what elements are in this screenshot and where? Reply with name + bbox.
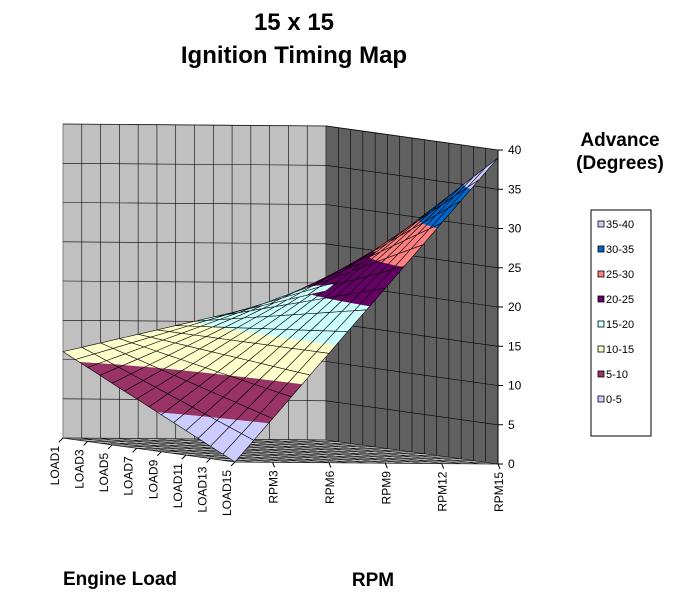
- z-axis-title-line-1: Advance: [580, 130, 659, 151]
- rpm-axis-tick: [497, 463, 501, 470]
- load-axis-tick: [156, 451, 162, 457]
- z-axis-tick-label: 25: [508, 261, 522, 275]
- load-axis-tick-label: LOAD15: [220, 470, 234, 516]
- load-axis-tick-label: LOAD3: [73, 449, 87, 489]
- legend-label: 15-20: [606, 319, 634, 331]
- floor-gridline: [198, 456, 462, 460]
- z-axis-tick-label: 20: [508, 300, 522, 314]
- rpm-axis-tick-label: RPM15: [492, 472, 506, 512]
- load-axis-tick: [206, 458, 211, 463]
- legend-swatch: [597, 320, 605, 328]
- floor-gridline: [288, 439, 461, 464]
- rpm-axis-tick: [272, 462, 276, 468]
- floor-gridline: [210, 458, 474, 461]
- rpm-axis-tick: [384, 462, 388, 469]
- rpm-axis-tick-label: RPM3: [267, 470, 281, 504]
- load-axis-tick-label: LOAD11: [171, 463, 185, 508]
- rpm-axis-tick: [441, 463, 445, 469]
- load-axis-tick-label: LOAD9: [146, 459, 160, 499]
- load-axis-tick: [181, 454, 187, 460]
- load-axis-tick-label: LOAD1: [48, 446, 62, 486]
- chart-legend: 35-40 30-35 25-30 20-25 15-20 10-15 5-10 0-5: [590, 209, 652, 437]
- floor-gridline: [307, 439, 480, 465]
- floor-gridline: [234, 461, 499, 465]
- rpm-axis-tick-label: RPM12: [436, 471, 450, 511]
- chart-title-line-2: Ignition Timing Map: [181, 42, 407, 69]
- load-axis-tick: [107, 444, 113, 450]
- load-axis-tick: [132, 447, 138, 453]
- x-axis-title: Engine Load: [63, 569, 177, 590]
- rpm-axis-tick-label: RPM9: [379, 471, 393, 505]
- legend-label: 0-5: [606, 394, 622, 406]
- z-axis-tick-label: 30: [508, 222, 522, 236]
- legend-label: 35-40: [606, 219, 634, 231]
- legend-swatch: [597, 220, 605, 228]
- rpm-axis-tick-label: RPM6: [323, 470, 337, 504]
- legend-label: 30-35: [606, 244, 634, 256]
- floor-gridline: [269, 439, 442, 464]
- floor-gridline: [325, 439, 499, 465]
- z-axis-tick-label: 10: [508, 379, 522, 393]
- legend-label: 20-25: [606, 294, 634, 306]
- legend-swatch: [597, 370, 605, 378]
- z-axis-tick-label: 35: [508, 182, 522, 196]
- z-axis-tick-label: 5: [508, 418, 515, 432]
- legend-label: 25-30: [606, 269, 634, 281]
- rpm-axis-tick: [328, 462, 332, 468]
- load-axis-tick-label: LOAD13: [195, 466, 209, 512]
- load-axis-tick: [230, 461, 236, 467]
- z-gridline: [62, 163, 499, 190]
- z-axis-title-line-2: (Degrees): [576, 153, 664, 174]
- legend-swatch: [597, 395, 605, 403]
- z-axis-tick-label: 40: [508, 143, 522, 157]
- load-axis-tick: [83, 441, 88, 446]
- z-axis-tick-label: 15: [508, 339, 522, 353]
- floor-gridline: [222, 460, 486, 463]
- z-gridline: [62, 123, 499, 151]
- z-axis-tick-label: 0: [508, 457, 515, 471]
- legend-label: 5-10: [606, 369, 628, 381]
- legend-swatch: [597, 295, 605, 303]
- legend-swatch: [597, 245, 605, 253]
- chart-title-line-1: 15 x 15: [254, 9, 334, 36]
- legend-label: 10-15: [606, 344, 634, 356]
- chart-axes: 0 5 10 15 20 25 30 35 40 LOAD1 LOAD3 LOAD5 LOAD7 LOAD…: [48, 143, 522, 516]
- chart-walls: [62, 123, 499, 465]
- load-axis-tick: [58, 437, 64, 443]
- surface-plot: [62, 157, 499, 463]
- load-axis-tick-label: LOAD5: [97, 453, 111, 493]
- legend-swatch: [597, 270, 605, 278]
- legend-swatch: [597, 345, 605, 353]
- floor-gridline: [173, 453, 437, 456]
- floor-gridline: [250, 439, 423, 464]
- z-gridline: [62, 241, 499, 269]
- load-axis-tick-label: LOAD7: [122, 456, 136, 496]
- surface-grid-cell: [62, 346, 95, 360]
- floor-gridline: [232, 439, 405, 464]
- floor-gridline: [161, 451, 425, 454]
- y-axis-title: RPM: [352, 570, 394, 591]
